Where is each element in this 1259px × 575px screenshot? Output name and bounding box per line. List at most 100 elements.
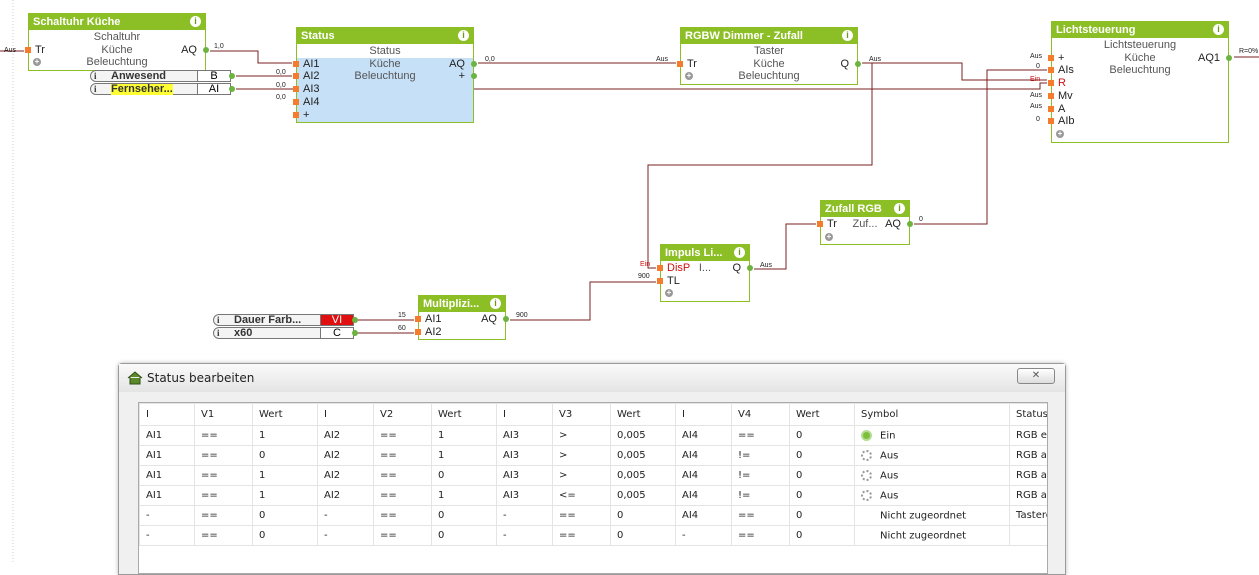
wire-value: 0 <box>1036 116 1040 123</box>
table-cell: Nicht zugeordnet <box>854 505 1010 526</box>
table-cell: AI1 <box>139 445 195 466</box>
status-icon <box>861 429 872 441</box>
wire-value: 0,0 <box>276 94 286 101</box>
output-label: AQ1 <box>1197 51 1220 64</box>
info-icon[interactable]: i <box>490 298 501 309</box>
logic-block: Impuls Li... i I... DisP Q TL + <box>657 244 753 303</box>
wire-value: Aus <box>1030 92 1043 99</box>
wire-value: 0 <box>1036 63 1040 70</box>
input-label: AI1 <box>303 57 320 70</box>
logic-block: RGBW Dimmer - Zufall i Taster Küche Tr Q Beleu… <box>677 27 861 86</box>
block-header: RGBW Dimmer - Zufall i <box>681 28 857 44</box>
output-label: AQ <box>181 43 197 56</box>
add-input[interactable]: + <box>685 71 693 81</box>
table-cell: AI2 <box>317 485 374 506</box>
add-input[interactable]: + <box>33 57 41 67</box>
table-cell: == <box>373 485 432 506</box>
input-label: DisP <box>667 262 691 274</box>
logic-block: Schaltuhr Küche i Schaltuhr Küche Tr AQ Beleuc… <box>25 13 209 72</box>
output-pin <box>352 330 358 336</box>
table: I V1 Wert I V2 Wert I V3 Wert I V4 Wert Symbol Status… <box>139 403 1047 546</box>
table-cell: 0,005 <box>610 445 676 466</box>
block-row: Beleuchtung + <box>29 56 205 69</box>
block-row: AI1 AQ <box>415 313 509 326</box>
row-label: Küche <box>101 43 133 56</box>
block-row: Küche + AQ1 <box>1048 51 1232 65</box>
dialog-title: Status bearbeiten <box>147 371 255 385</box>
column-header: V3 <box>552 403 611 426</box>
info-icon[interactable]: i <box>894 203 905 214</box>
input-pin <box>293 73 299 80</box>
table-cell: != <box>731 445 790 466</box>
table-cell: RGB ausschalten <box>1009 445 1047 466</box>
info-icon[interactable]: i <box>1213 24 1224 35</box>
table-cell: - <box>317 505 374 526</box>
info-icon: i <box>94 71 97 81</box>
info-icon: i <box>94 84 97 94</box>
home-icon <box>127 371 143 385</box>
table-cell: != <box>731 485 790 506</box>
table-cell: == <box>731 525 790 546</box>
block-row: A <box>1048 103 1228 116</box>
table-cell: AI3 <box>496 465 553 486</box>
table-cell: 0 <box>431 465 497 486</box>
table-cell: 0 <box>789 425 855 446</box>
wire-value: 0,0 <box>276 69 286 76</box>
table-cell: 1 <box>431 425 497 446</box>
input-pin <box>657 265 663 271</box>
wire-value: Ein <box>1030 76 1041 83</box>
add-input[interactable]: + <box>665 288 673 298</box>
table-cell: - <box>139 525 195 546</box>
table-cell: AI3 <box>496 445 553 466</box>
output-label: AQ <box>885 218 901 230</box>
input-pin <box>293 86 299 93</box>
close-button[interactable]: ✕ <box>1017 368 1055 384</box>
info-icon: i <box>217 328 220 338</box>
info-icon[interactable]: i <box>842 30 853 41</box>
table-cell: Aus <box>854 485 1010 506</box>
table-cell: Nicht zugeordnet <box>854 525 1010 546</box>
add-input[interactable]: + <box>825 231 833 241</box>
add-input[interactable]: + <box>1056 128 1064 138</box>
block-row: Status <box>297 45 473 58</box>
wire-value: Ein <box>640 261 651 268</box>
block-row: R <box>1048 77 1228 90</box>
info-icon[interactable]: i <box>734 247 745 258</box>
block-row: I... DisP Q <box>657 262 753 275</box>
input-label: Tr <box>827 218 837 230</box>
column-header: I <box>317 403 374 426</box>
input-label: + <box>303 108 310 121</box>
table-row[interactable]: - == 0- == 0- == 0 AI4 == 0 Nicht zugeordnet Taster… <box>139 505 1047 526</box>
wire-value: 15 <box>398 312 406 319</box>
table-cell: AI3 <box>496 485 553 506</box>
block-row: AI3 <box>293 83 473 97</box>
block-row: Küche Tr Q <box>677 58 861 71</box>
logic-block: Status i Status Küche AI1 AQ Beleuchtung AI2 + AI… <box>293 27 477 124</box>
table-cell: != <box>731 465 790 486</box>
table-cell: AI4 <box>675 505 732 526</box>
row-label: Taster <box>754 45 784 57</box>
constant-block: i Fernseher... AI <box>90 83 235 95</box>
table-cell: == <box>194 445 253 466</box>
table-cell: AI4 <box>675 425 732 446</box>
block-title: Impuls Li... <box>665 247 723 259</box>
table-cell: == <box>194 525 253 546</box>
column-header: Symbol <box>854 403 1010 426</box>
info-icon[interactable]: i <box>458 30 469 41</box>
table-cell: == <box>373 465 432 486</box>
table-cell: 1 <box>252 425 318 446</box>
input-pin <box>293 111 299 118</box>
table-row[interactable]: - == 0- == 0- == 0- == 0 Nicht zugeordnet <box>139 525 1047 546</box>
column-header: Wert <box>252 403 318 426</box>
table-cell <box>1009 525 1047 546</box>
symbol-label: Nicht zugeordnet <box>880 510 967 522</box>
status-dialog: Status bearbeiten ✕ I V1 Wert I V2 Wert I V3 Wer… <box>118 363 1066 575</box>
info-icon[interactable]: i <box>190 16 201 27</box>
input-label: AI2 <box>303 70 320 83</box>
input-label: AI2 <box>425 325 442 338</box>
block-row: Mv <box>1048 90 1228 103</box>
